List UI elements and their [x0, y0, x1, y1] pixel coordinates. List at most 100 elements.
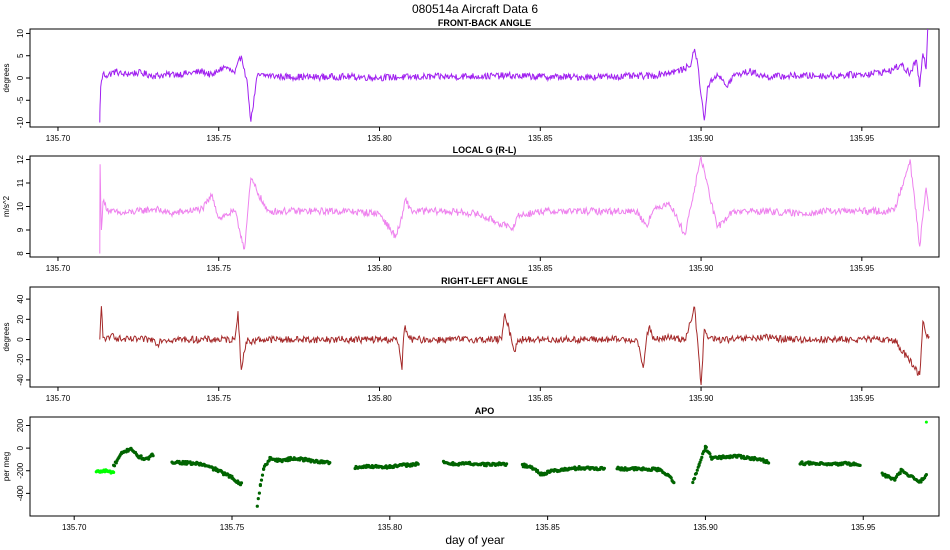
y-tick-label: 0	[16, 75, 25, 80]
data-point	[262, 467, 266, 471]
y-tick-label: 10	[16, 28, 25, 37]
x-tick-label: 135.75	[207, 134, 232, 143]
apo-segment-10	[798, 460, 862, 467]
data-point	[699, 458, 703, 462]
y-tick-label: 12	[16, 155, 25, 164]
panel-title: FRONT-BACK ANGLE	[438, 18, 531, 28]
x-tick-label: 135.95	[850, 264, 875, 273]
x-tick-label: 135.90	[693, 523, 718, 532]
data-point	[698, 460, 702, 464]
y-tick-label: -20	[16, 353, 25, 365]
data-point	[700, 455, 704, 459]
y-tick-label: -5	[16, 96, 25, 104]
apo-segment-1	[94, 468, 116, 475]
figure-title: 080514a Aircraft Data 6	[412, 2, 538, 16]
y-tick-label: -10	[16, 116, 25, 128]
y-tick-label: 0	[16, 337, 25, 342]
plot-frame	[29, 155, 940, 258]
x-tick-label: 135.70	[62, 523, 87, 532]
y-tick-label: 8	[16, 251, 25, 256]
data-point	[919, 480, 923, 484]
data-point	[694, 471, 699, 475]
apo-segment-6	[441, 459, 509, 468]
data-point	[188, 460, 192, 464]
data-point	[151, 454, 155, 458]
y-axis-label: degrees	[2, 64, 11, 93]
panel-title: RIGHT-LEFT ANGLE	[441, 276, 528, 286]
panel-title: LOCAL G (R-L)	[453, 145, 517, 155]
data-point	[505, 462, 509, 466]
panel-3: RIGHT-LEFT ANGLE degrees 135.70 135.75 135.8…	[2, 276, 940, 403]
x-tick-label: 135.80	[367, 264, 392, 273]
x-tick-label: 135.85	[528, 134, 553, 143]
x-tick-label: 135.70	[46, 134, 71, 143]
apo-segment-2	[112, 446, 155, 468]
apo-segment-12	[924, 420, 928, 424]
data-point	[255, 504, 259, 508]
plot-frame	[29, 286, 940, 388]
apo-segment-5	[353, 461, 420, 471]
data-point	[112, 464, 117, 468]
data-point	[265, 462, 269, 466]
data-point	[545, 472, 549, 476]
data-point	[413, 463, 418, 467]
y-tick-label: -400	[16, 485, 25, 502]
data-series-line	[99, 306, 930, 386]
apo-segment-11	[880, 467, 929, 484]
y-axis-label: degrees	[2, 323, 11, 352]
y-tick-label: 11	[16, 178, 25, 187]
data-point	[693, 476, 697, 480]
y-tick-label: 0	[16, 445, 25, 450]
y-tick-label: -40	[16, 374, 25, 386]
data-point	[767, 461, 771, 465]
panel-title: APO	[475, 406, 495, 416]
x-tick-label: 135.70	[46, 394, 71, 403]
x-tick-label: 135.80	[367, 134, 392, 143]
x-tick-label: 135.90	[689, 394, 714, 403]
data-point	[112, 470, 116, 474]
data-point	[259, 478, 264, 482]
apo-segment-3	[170, 459, 244, 487]
plot-frame	[29, 28, 940, 128]
data-point	[257, 491, 261, 495]
y-tick-label: 20	[16, 314, 25, 323]
data-point	[924, 473, 929, 477]
data-point	[704, 445, 708, 449]
data-point	[691, 480, 695, 485]
x-tick-label: 135.85	[528, 394, 553, 403]
apo-segment-9	[691, 444, 771, 485]
x-tick-label: 135.75	[207, 264, 232, 273]
data-point	[260, 473, 265, 477]
x-tick-label: 135.85	[528, 264, 553, 273]
data-point	[258, 483, 262, 487]
x-tick-label: 135.95	[850, 134, 875, 143]
data-point	[139, 454, 143, 458]
data-point	[416, 462, 420, 466]
y-axis-label: m/s^2	[2, 195, 11, 217]
data-point	[924, 420, 928, 424]
data-point	[602, 466, 607, 470]
apo-segment-7	[520, 462, 607, 477]
data-point	[898, 471, 902, 476]
data-point	[858, 463, 862, 467]
x-tick-label: 135.85	[535, 523, 560, 532]
data-point	[328, 461, 332, 465]
data-point	[695, 468, 699, 472]
y-tick-label: 9	[16, 227, 25, 232]
y-axis-label: per meg	[2, 452, 11, 481]
y-tick-label: 10	[16, 202, 25, 211]
apo-segment-4	[255, 455, 332, 508]
y-tick-label: 5	[16, 53, 25, 58]
data-point	[484, 464, 488, 468]
data-series-line	[99, 29, 929, 123]
plot-frame	[29, 416, 940, 517]
data-point	[708, 452, 712, 456]
y-tick-label: 40	[16, 294, 25, 303]
data-point	[256, 497, 260, 501]
data-point	[702, 449, 707, 453]
x-tick-label: 135.80	[367, 394, 392, 403]
x-tick-label: 135.95	[850, 394, 875, 403]
x-tick-label: 135.75	[207, 394, 232, 403]
data-point	[669, 476, 673, 480]
